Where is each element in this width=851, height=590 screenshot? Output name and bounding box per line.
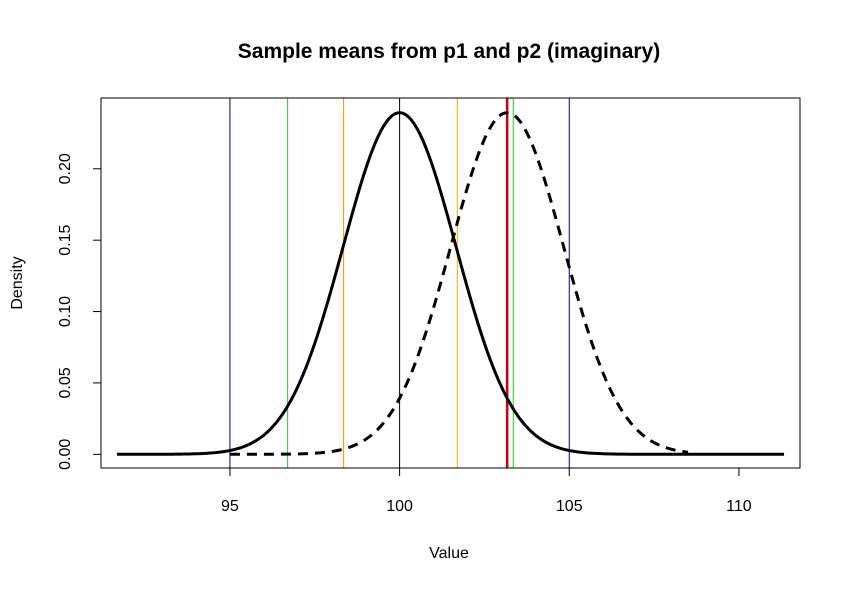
x-axis-label: Value xyxy=(429,545,469,562)
density-curves xyxy=(116,111,785,456)
y-tick-label: 0.10 xyxy=(57,296,74,327)
y-tick-label: 0.20 xyxy=(57,153,74,184)
density-curve-dashed xyxy=(229,111,689,456)
x-tick-label: 110 xyxy=(726,498,752,515)
y-axis: 0.00 0.05 0.10 0.15 0.20 xyxy=(57,153,102,470)
x-tick-label: 105 xyxy=(556,498,583,515)
x-tick-label: 100 xyxy=(386,498,413,515)
density-curve-solid xyxy=(116,111,785,456)
chart-title: Sample means from p1 and p2 (imaginary) xyxy=(238,40,660,63)
vertical-reference-lines xyxy=(229,98,570,468)
x-tick-label: 95 xyxy=(221,498,239,515)
y-tick-label: 0.05 xyxy=(57,367,74,398)
y-tick-label: 0.00 xyxy=(57,439,74,470)
y-axis-label: Density xyxy=(9,256,26,309)
x-axis: 95 100 105 110 xyxy=(221,467,752,515)
y-tick-label: 0.15 xyxy=(57,225,74,256)
plot-frame xyxy=(100,97,801,469)
